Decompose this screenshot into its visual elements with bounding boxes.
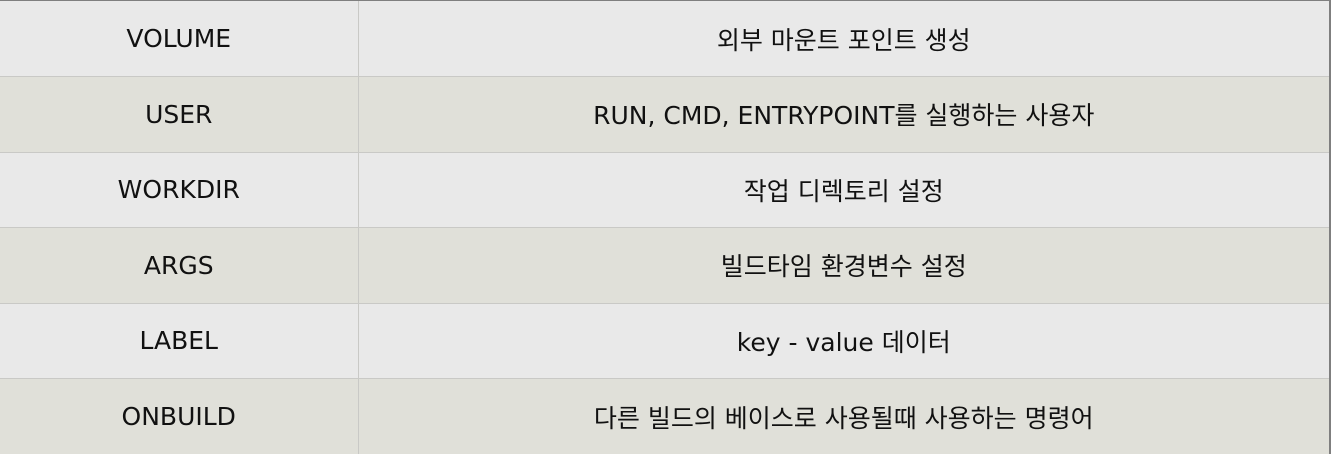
instruction-description-cell: RUN, CMD, ENTRYPOINT를 실행하는 사용자 xyxy=(358,76,1329,153)
table-row-onbuild: ONBUILD 다른 빌드의 베이스로 사용될때 사용하는 명령어 xyxy=(0,378,1329,454)
table-row-workdir: WORKDIR 작업 디렉토리 설정 xyxy=(0,152,1329,228)
instruction-description-cell: 작업 디렉토리 설정 xyxy=(358,152,1329,228)
table-row-label: LABEL key - value 데이터 xyxy=(0,303,1329,379)
instruction-name-cell: VOLUME xyxy=(0,1,359,77)
instruction-name-cell: LABEL xyxy=(0,303,359,379)
instruction-name-cell: ONBUILD xyxy=(0,378,359,454)
instruction-name-cell: USER xyxy=(0,76,359,153)
instruction-name-cell: ARGS xyxy=(0,227,359,304)
instruction-description-cell: 빌드타임 환경변수 설정 xyxy=(358,227,1329,304)
table-row-volume: VOLUME 외부 마운트 포인트 생성 xyxy=(0,1,1329,77)
instruction-name-cell: WORKDIR xyxy=(0,152,359,228)
instruction-description-cell: 외부 마운트 포인트 생성 xyxy=(358,1,1329,77)
instruction-description-cell: 다른 빌드의 베이스로 사용될때 사용하는 명령어 xyxy=(358,378,1329,454)
table-row-user: USER RUN, CMD, ENTRYPOINT를 실행하는 사용자 xyxy=(0,76,1329,153)
table-row-args: ARGS 빌드타임 환경변수 설정 xyxy=(0,227,1329,304)
instruction-description-cell: key - value 데이터 xyxy=(358,303,1329,379)
